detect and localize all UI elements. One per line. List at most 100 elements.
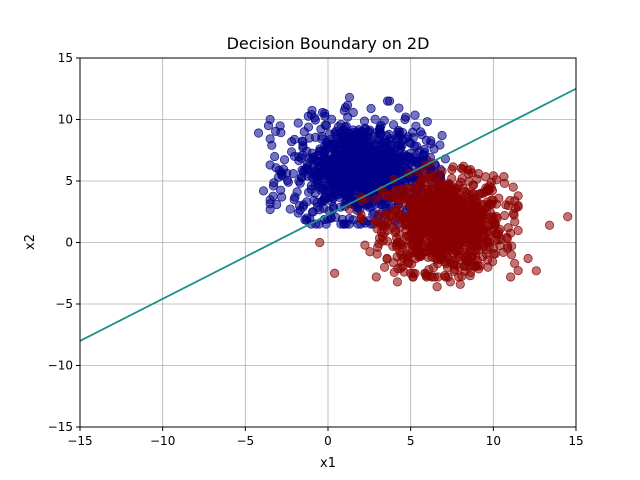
class-1-point (448, 162, 458, 172)
class-0-point (366, 160, 376, 170)
class-0-point (344, 92, 355, 102)
class-1-point (468, 180, 479, 190)
class-1-point (458, 161, 469, 171)
class-1-point (386, 218, 396, 228)
class-0-point (292, 187, 302, 197)
class-1-point (455, 279, 465, 289)
class-0-point (286, 147, 297, 157)
class-1-point (427, 216, 437, 226)
class-0-point (328, 193, 338, 203)
class-1-point (406, 268, 416, 278)
class-1-point (360, 240, 370, 250)
class-1-point (435, 196, 445, 206)
class-1-point (415, 250, 425, 260)
y-tick-label: 5 (65, 174, 73, 188)
class-0-point (287, 137, 297, 147)
y-tick-label: −10 (48, 359, 73, 373)
class-1-point (461, 257, 472, 267)
class-1-point (513, 225, 523, 236)
class-1-point (508, 182, 518, 192)
x-tick-label: 5 (407, 434, 415, 448)
class-0-point (285, 204, 295, 214)
class-1-point (391, 240, 401, 250)
class-0-point (357, 182, 368, 192)
class-1-point (484, 221, 494, 231)
class-1-point (392, 277, 403, 287)
class-1-point (356, 210, 366, 220)
class-0-point (422, 117, 432, 127)
class-1-point (379, 262, 390, 272)
class-1-point (483, 262, 493, 272)
x-tick-label: −5 (236, 434, 254, 448)
class-0-point (296, 172, 307, 183)
class-0-point (323, 180, 333, 190)
class-0-point (321, 219, 331, 229)
class-0-point (374, 150, 384, 160)
class-1-point (426, 238, 437, 248)
class-1-point (450, 186, 460, 196)
class-1-point (513, 265, 523, 276)
class-1-point (544, 220, 555, 230)
class-0-point (388, 120, 399, 130)
class-1-point (493, 235, 503, 245)
class-0-point (298, 143, 308, 153)
class-0-point (410, 110, 420, 120)
decision-boundary-line (79, 87, 577, 342)
class-1-point (395, 210, 406, 220)
class-0-point (289, 194, 299, 205)
class-0-point (277, 192, 287, 202)
class-0-point (341, 121, 351, 131)
class-0-point (339, 106, 349, 116)
class-1-point (477, 214, 487, 224)
class-1-point (402, 184, 412, 194)
class-0-point (376, 120, 386, 130)
class-0-point (310, 188, 320, 199)
class-0-point (420, 147, 430, 158)
class-0-point (341, 143, 352, 153)
y-axis-ticks: −15 −10 −5 0 5 10 15 (48, 51, 80, 434)
class-0-point (376, 128, 386, 138)
class-1-point (423, 252, 433, 262)
class-1-point (382, 191, 392, 201)
class-0-point (276, 128, 286, 138)
class-0-point (348, 186, 358, 196)
class-0-point (306, 109, 317, 120)
class-1-point (460, 186, 470, 196)
class-0-point (390, 155, 401, 165)
class-0-point (267, 140, 277, 150)
class-1-point (433, 178, 443, 188)
class-0-point (298, 202, 308, 212)
class-1-point (506, 250, 517, 260)
y-tick-label: −15 (48, 420, 73, 434)
class-0-point (370, 114, 380, 124)
class-0-point (268, 181, 279, 191)
class-0-point (383, 156, 393, 167)
class-1-points (315, 157, 573, 292)
class-0-point (374, 165, 384, 175)
class-1-point (498, 247, 508, 257)
class-0-point (415, 127, 426, 137)
class-1-point (401, 194, 412, 204)
class-1-point (391, 226, 401, 236)
class-1-point (404, 231, 414, 242)
class-0-point (308, 152, 318, 163)
class-0-point (394, 103, 404, 113)
class-0-point (263, 121, 274, 131)
class-1-point (445, 277, 455, 287)
class-0-point (323, 162, 333, 172)
class-1-point (408, 224, 418, 234)
class-1-point (442, 183, 452, 193)
class-1-point (509, 210, 519, 220)
class-0-point (397, 141, 407, 151)
class-1-point (400, 220, 411, 230)
x-tick-label: 10 (486, 434, 501, 448)
class-0-point (308, 207, 318, 217)
class-1-point (398, 253, 408, 263)
class-1-point (531, 266, 541, 276)
class-1-point (563, 212, 573, 222)
class-0-point (326, 114, 337, 124)
class-0-point (327, 155, 337, 165)
class-1-point (424, 264, 434, 275)
class-1-point (448, 231, 459, 241)
